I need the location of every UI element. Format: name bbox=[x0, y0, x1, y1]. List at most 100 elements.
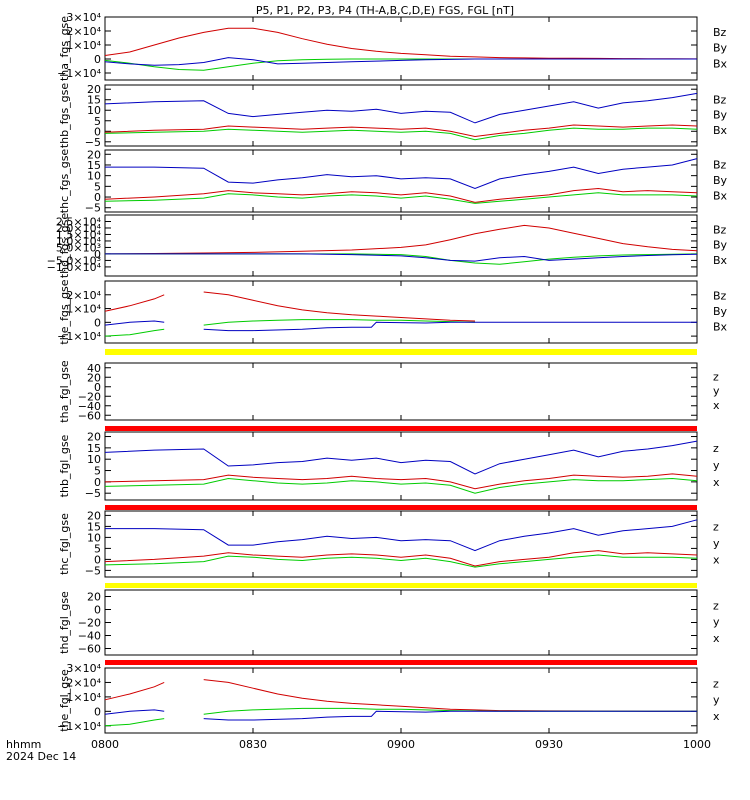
legend-y: y bbox=[713, 616, 720, 629]
series-x bbox=[104, 709, 697, 721]
legend-By: By bbox=[713, 109, 728, 122]
y-tick-label: 0 bbox=[94, 191, 101, 204]
y-axis-label: the_fgl_gse bbox=[58, 669, 71, 732]
legend-x: x bbox=[713, 399, 720, 412]
legend-By: By bbox=[713, 239, 728, 252]
status-bar bbox=[105, 583, 697, 588]
panel-frame bbox=[104, 16, 698, 81]
y-tick-label: 1.0×10⁴ bbox=[56, 235, 102, 248]
series-z bbox=[104, 550, 698, 567]
y-tick-label: 10 bbox=[87, 453, 101, 466]
y-tick-label: 5 bbox=[94, 542, 101, 555]
footer-date: 2024 Dec 14 bbox=[6, 750, 76, 763]
y-tick-label: 20 bbox=[87, 371, 101, 384]
series-Bz bbox=[104, 27, 698, 60]
y-tick-label: −5 bbox=[85, 564, 101, 577]
y-tick-label: 3×10⁴ bbox=[66, 662, 101, 675]
legend-x: x bbox=[713, 710, 720, 723]
series-y bbox=[104, 554, 698, 568]
series-By bbox=[104, 127, 698, 141]
x-tick-label: 1000 bbox=[683, 738, 711, 751]
series-y bbox=[104, 477, 698, 494]
y-tick-label: −20 bbox=[78, 617, 101, 630]
y-tick-label: 0 bbox=[94, 53, 101, 66]
y-tick-label: −1.0×10⁴ bbox=[47, 261, 102, 274]
series-Bz bbox=[104, 124, 698, 138]
y-tick-label: 1.5×10⁴ bbox=[56, 228, 102, 241]
y-axis-label: thd_fgs_gse bbox=[58, 213, 71, 279]
y-tick-label: −60 bbox=[78, 643, 101, 656]
panel-frame bbox=[104, 280, 698, 344]
series-Bx bbox=[104, 57, 697, 66]
series-x bbox=[105, 519, 698, 552]
legend-Bz: Bz bbox=[713, 223, 727, 236]
y-tick-label: 2×10⁴ bbox=[66, 676, 101, 689]
series-By bbox=[104, 319, 476, 337]
x-tick-label: 0830 bbox=[239, 738, 267, 751]
figure-title: P5, P1, P2, P3, P4 (TH-A,B,C,D,E) FGS, F… bbox=[256, 4, 514, 17]
y-tick-label: −1×10⁴ bbox=[57, 67, 101, 80]
y-axis-label: the_fgs_gse bbox=[58, 279, 71, 344]
y-tick-label: 10 bbox=[87, 104, 101, 117]
series-Bx bbox=[105, 253, 698, 262]
panel-frame bbox=[104, 214, 698, 277]
legend-y: y bbox=[713, 537, 720, 550]
legend-z: z bbox=[713, 370, 719, 383]
panel-frame bbox=[104, 431, 698, 501]
panel-frame bbox=[104, 84, 698, 147]
x-tick-label: 0900 bbox=[387, 738, 415, 751]
legend-By: By bbox=[713, 174, 728, 187]
legend-y: y bbox=[713, 385, 720, 398]
panel-frame bbox=[104, 362, 698, 421]
status-bar bbox=[105, 349, 697, 355]
y-tick-label: −60 bbox=[78, 409, 101, 422]
y-tick-label: 2.5×10⁴ bbox=[56, 215, 102, 228]
y-tick-label: 2.0×10⁴ bbox=[56, 222, 102, 235]
legend-Bx: Bx bbox=[713, 321, 728, 334]
legend-By: By bbox=[713, 42, 728, 55]
y-tick-label: −40 bbox=[78, 630, 101, 643]
series-Bz bbox=[104, 291, 476, 322]
legend-Bx: Bx bbox=[713, 254, 728, 267]
legend-x: x bbox=[713, 554, 720, 567]
series-Bx bbox=[104, 92, 698, 124]
y-tick-label: 0 bbox=[94, 316, 101, 329]
legend-x: x bbox=[713, 632, 720, 645]
y-tick-label: 15 bbox=[87, 94, 101, 107]
legend-Bz: Bz bbox=[713, 159, 727, 172]
y-tick-label: −5 bbox=[85, 487, 101, 500]
series-z bbox=[104, 679, 698, 712]
y-tick-label: 10 bbox=[87, 531, 101, 544]
legend-Bx: Bx bbox=[713, 57, 728, 70]
y-tick-label: 15 bbox=[87, 159, 101, 172]
y-tick-label: 3×10⁴ bbox=[66, 11, 101, 24]
y-tick-label: 20 bbox=[87, 83, 101, 96]
y-tick-label: −5.0×10³ bbox=[47, 254, 101, 267]
legend-Bz: Bz bbox=[713, 290, 727, 303]
y-tick-label: 0 bbox=[94, 553, 101, 566]
legend-z: z bbox=[713, 677, 719, 690]
y-tick-label: 0 bbox=[94, 381, 101, 394]
y-tick-label: 1×10⁴ bbox=[66, 39, 101, 52]
panel-frame bbox=[104, 149, 698, 213]
legend-y: y bbox=[713, 694, 720, 707]
y-tick-label: −20 bbox=[78, 390, 101, 403]
y-tick-label: 20 bbox=[87, 431, 101, 444]
y-tick-label: 5.0×10³ bbox=[56, 241, 101, 254]
status-bar bbox=[105, 660, 697, 665]
status-bar bbox=[105, 505, 697, 510]
y-tick-label: 20 bbox=[87, 148, 101, 161]
y-tick-label: 10 bbox=[87, 170, 101, 183]
series-x bbox=[104, 440, 698, 475]
y-tick-label: 0 bbox=[94, 604, 101, 617]
y-tick-label: −1×10⁴ bbox=[57, 330, 101, 343]
y-tick-label: 20 bbox=[87, 591, 101, 604]
